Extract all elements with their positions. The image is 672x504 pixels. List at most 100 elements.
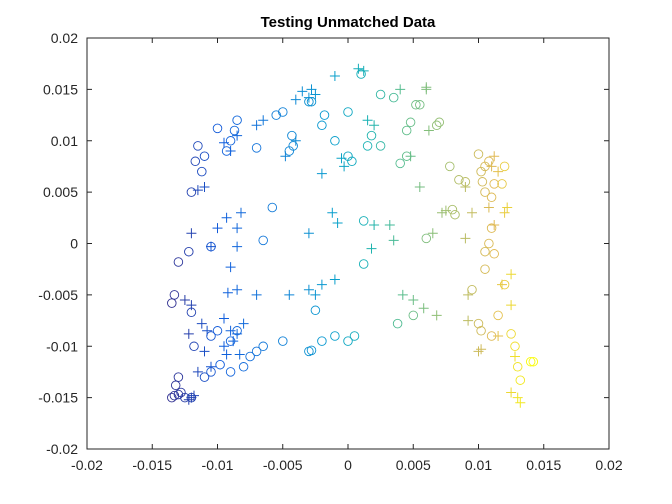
plus-marker — [297, 86, 308, 97]
circle-marker — [497, 179, 507, 189]
circle-marker — [358, 216, 369, 226]
plus-marker — [232, 284, 243, 295]
circle-marker — [197, 166, 207, 177]
plus-marker — [486, 161, 497, 172]
circle-marker — [486, 223, 497, 233]
plus-marker — [183, 394, 194, 405]
plus-marker — [362, 115, 373, 126]
plus-marker — [179, 295, 190, 305]
plus-marker — [251, 289, 262, 300]
circle-marker — [450, 209, 460, 220]
plus-marker — [353, 63, 364, 74]
circle-marker — [229, 125, 240, 136]
circle-marker — [486, 192, 497, 203]
circle-marker — [421, 233, 432, 244]
plus-marker — [423, 125, 434, 136]
circle-marker — [489, 249, 499, 259]
data-markers — [167, 63, 539, 408]
circle-marker — [375, 89, 386, 100]
circle-marker — [447, 204, 458, 215]
plus-marker — [369, 120, 380, 131]
plus-marker — [222, 287, 233, 298]
plus-marker — [437, 207, 447, 218]
plus-marker — [440, 205, 451, 216]
circle-marker — [310, 305, 321, 316]
plus-marker — [232, 130, 243, 141]
circle-marker — [528, 356, 539, 367]
plus-marker — [332, 218, 343, 228]
circle-marker — [288, 141, 298, 151]
plus-marker — [219, 313, 229, 324]
circle-marker — [173, 257, 184, 267]
circle-marker — [362, 141, 373, 151]
plus-marker — [280, 151, 291, 162]
y-tick-label: -0.02 — [46, 441, 78, 457]
plus-marker — [192, 185, 203, 196]
circle-marker — [251, 143, 262, 153]
circle-marker — [189, 341, 199, 352]
circle-marker — [525, 356, 536, 367]
circle-marker — [267, 202, 278, 213]
x-tick-label: 0 — [344, 457, 352, 473]
plus-marker — [228, 336, 239, 347]
circle-marker — [199, 372, 210, 382]
plus-marker — [327, 207, 338, 218]
circle-marker — [186, 187, 197, 197]
circle-marker — [193, 141, 203, 151]
plus-marker — [199, 346, 210, 357]
plus-marker — [186, 392, 197, 403]
circle-marker — [473, 149, 484, 159]
plus-marker — [306, 84, 317, 95]
plus-marker — [221, 212, 232, 223]
circle-marker — [515, 375, 526, 385]
chart-title: Testing Unmatched Data — [261, 14, 436, 31]
circle-marker — [431, 120, 442, 131]
x-tick-label: 0.015 — [526, 457, 561, 473]
circle-marker — [415, 100, 425, 110]
circle-marker — [167, 392, 177, 403]
circle-marker — [375, 141, 386, 151]
plus-marker — [397, 289, 408, 300]
circle-marker — [287, 130, 297, 141]
plus-marker — [284, 289, 295, 300]
plus-marker — [405, 151, 416, 162]
plus-marker — [310, 289, 321, 300]
plus-marker — [506, 387, 517, 398]
plus-marker — [290, 135, 301, 146]
circle-marker — [445, 161, 455, 172]
plus-marker — [483, 202, 494, 213]
circle-marker — [512, 362, 523, 372]
plus-marker — [502, 202, 513, 213]
y-tick-label: 0.01 — [51, 133, 78, 149]
circle-marker — [476, 326, 486, 336]
circle-marker — [356, 69, 366, 79]
plus-marker — [225, 262, 236, 273]
plus-marker — [225, 325, 236, 336]
y-tick-label: 0 — [70, 236, 78, 252]
circle-marker — [173, 372, 184, 382]
circle-marker — [190, 156, 201, 167]
circle-marker — [349, 331, 360, 341]
plus-marker — [512, 392, 523, 403]
plot-background — [87, 38, 609, 449]
circle-marker — [232, 115, 242, 125]
circle-marker — [343, 336, 353, 346]
y-tick-label: -0.01 — [46, 338, 78, 354]
plus-marker — [388, 235, 399, 246]
circle-marker — [271, 110, 281, 120]
x-tick-label: -0.02 — [71, 457, 103, 473]
plus-marker — [316, 279, 327, 290]
plus-marker — [358, 65, 369, 76]
circle-marker — [212, 123, 223, 134]
x-axis-ticks: -0.02 -0.015 -0.01 -0.005 0 0.005 0.01 0.015 0.0… — [71, 38, 623, 473]
circle-marker — [480, 246, 490, 257]
circle-marker — [245, 351, 255, 362]
circle-marker — [388, 92, 399, 103]
plus-marker — [192, 366, 203, 377]
plus-marker — [366, 243, 377, 254]
circle-marker — [395, 158, 405, 169]
plus-marker — [427, 228, 438, 239]
circle-marker — [278, 336, 288, 346]
circle-marker — [392, 318, 403, 329]
